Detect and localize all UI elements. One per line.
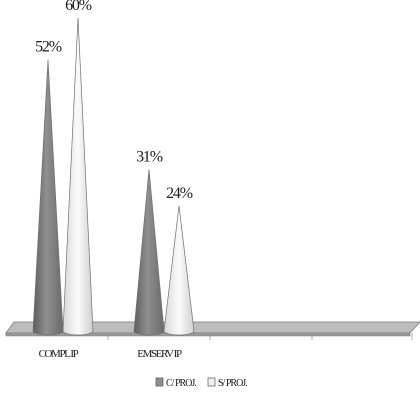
legend-swatch xyxy=(155,377,164,387)
legend: C/ PROJ. S/ PROJ. xyxy=(155,377,248,389)
cone-1-1 xyxy=(163,205,195,336)
value-label: 24% xyxy=(166,185,193,202)
x-tick-label: EMSERV IP xyxy=(137,348,182,360)
chart-floor xyxy=(5,321,420,340)
value-label: 31% xyxy=(136,148,163,165)
cone-0-1 xyxy=(133,169,165,336)
cone-1-0 xyxy=(62,17,94,336)
value-label: 60% xyxy=(65,0,92,14)
legend-label: C/ PROJ. xyxy=(166,378,196,389)
legend-item: C/ PROJ. xyxy=(155,377,197,389)
legend-swatch xyxy=(207,377,216,387)
value-label: 52% xyxy=(35,39,62,56)
x-tick-label: COMPL IP xyxy=(39,348,79,360)
legend-item: S/ PROJ. xyxy=(207,377,248,389)
cone-0-0 xyxy=(32,59,64,336)
legend-label: S/ PROJ. xyxy=(218,378,247,389)
